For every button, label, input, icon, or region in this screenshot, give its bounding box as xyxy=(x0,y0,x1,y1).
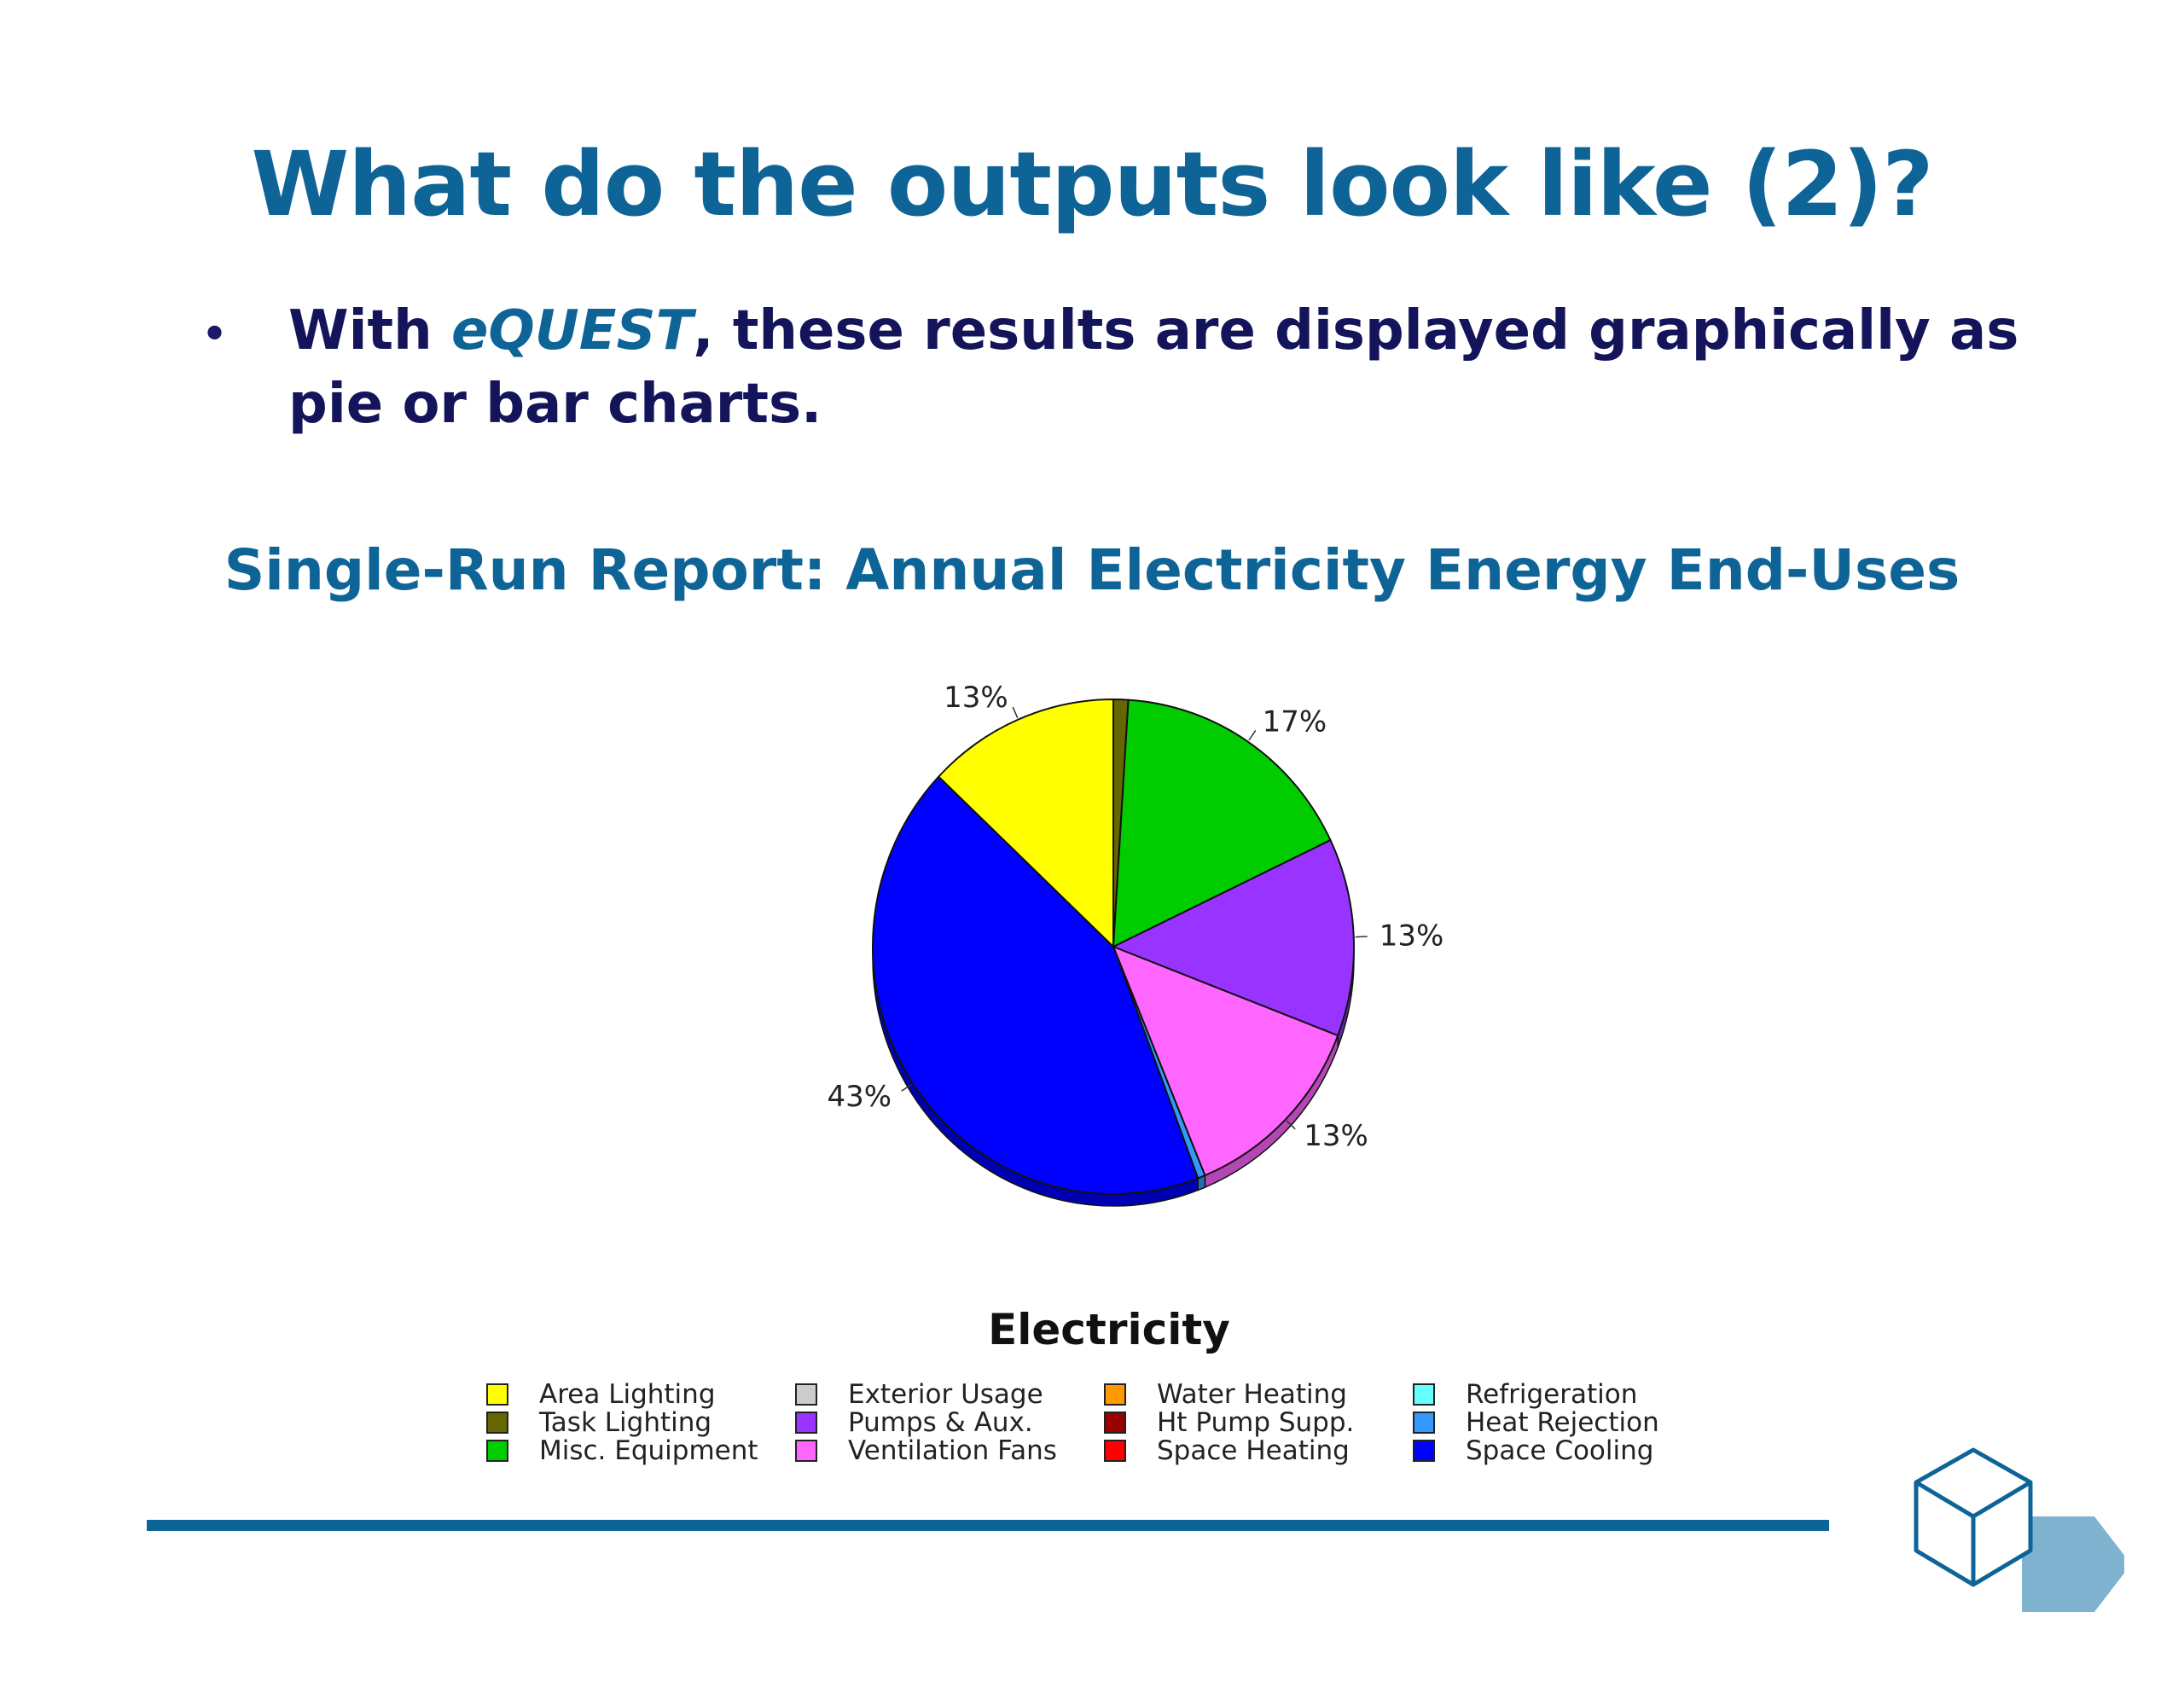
pie-labels: 17% 13% 13% 43% 13% xyxy=(827,681,1443,1153)
cube-logo-icon xyxy=(1914,1447,2124,1612)
legend-label: Ventilation Fans xyxy=(848,1435,1057,1466)
legend-swatch xyxy=(1413,1411,1435,1434)
legend-label: Refrigeration xyxy=(1466,1378,1638,1410)
legend-label: Task Lighting xyxy=(539,1406,712,1438)
legend-item: Water Heating xyxy=(1104,1378,1413,1410)
legend-swatch xyxy=(1413,1383,1435,1406)
pie-slice-misc-equipment xyxy=(1112,699,1332,948)
legend-item: Heat Rejection xyxy=(1413,1406,1722,1438)
legend-swatch xyxy=(1413,1439,1435,1462)
legend-swatch xyxy=(1104,1383,1126,1406)
legend-swatch xyxy=(486,1383,508,1406)
legend-item: Ventilation Fans xyxy=(795,1435,1104,1466)
legend-item: Ht Pump Supp. xyxy=(1104,1406,1413,1438)
pie-chart: 17% 13% 13% 43% 13% xyxy=(827,681,1443,1207)
pie-leader-2 xyxy=(1355,936,1368,938)
legend-swatch xyxy=(795,1383,817,1406)
chart-title: Single-Run Report: Annual Electricity En… xyxy=(224,537,1960,603)
pie-leader-3 xyxy=(1286,1120,1296,1130)
bullet-prefix: With xyxy=(288,299,451,362)
slide-title: What do the outputs look like (2)? xyxy=(251,132,1933,236)
pie-slice-ventilation-fans xyxy=(1112,946,1339,1177)
legend-swatch xyxy=(795,1411,817,1434)
bullet-suffix: , these results are displayed graphicall… xyxy=(288,299,2019,436)
legend-label: Area Lighting xyxy=(539,1378,716,1410)
legend-item: Exterior Usage xyxy=(795,1378,1104,1410)
pie-slices xyxy=(872,699,1355,1195)
legend-title: Electricity xyxy=(988,1305,1230,1354)
pie-data-label-3: 13% xyxy=(1304,1119,1368,1153)
pie-leader-lines xyxy=(901,706,1368,1130)
legend-swatch xyxy=(1104,1439,1126,1462)
legend-item: Misc. Equipment xyxy=(486,1435,795,1466)
legend-label: Space Heating xyxy=(1157,1435,1350,1466)
bullet-emphasis: eQUEST xyxy=(450,299,694,362)
bullet-text: With eQUEST, these results are displayed… xyxy=(288,294,2071,441)
pie-slice-area-lighting xyxy=(938,699,1114,948)
pie-slice-pumps-aux xyxy=(1112,839,1355,1037)
legend-label: Space Cooling xyxy=(1466,1435,1654,1466)
legend-label: Pumps & Aux. xyxy=(848,1406,1033,1438)
pie-data-label-2: 13% xyxy=(1380,919,1444,954)
legend-label: Misc. Equipment xyxy=(539,1435,758,1466)
legend-item: Space Cooling xyxy=(1413,1435,1722,1466)
pie-leader-6 xyxy=(1012,706,1019,719)
legend-swatch xyxy=(486,1411,508,1434)
pie-leader-5 xyxy=(901,1083,912,1092)
legend-item: Space Heating xyxy=(1104,1435,1413,1466)
legend-item: Pumps & Aux. xyxy=(795,1406,1104,1438)
legend-swatch xyxy=(795,1439,817,1462)
legend-item: Refrigeration xyxy=(1413,1378,1722,1410)
footer-divider xyxy=(147,1520,1829,1531)
pie-slice-space-cooling xyxy=(872,775,1199,1195)
legend-swatch xyxy=(1104,1411,1126,1434)
legend-label: Water Heating xyxy=(1157,1378,1347,1410)
legend-label: Exterior Usage xyxy=(848,1378,1043,1410)
legend-item: Task Lighting xyxy=(486,1406,795,1438)
chart-legend: Area Lighting Exterior Usage Water Heating… xyxy=(486,1378,1698,1466)
pie-data-label-6: 13% xyxy=(944,681,1008,715)
legend-label: Ht Pump Supp. xyxy=(1157,1406,1355,1438)
pie-data-label-1: 17% xyxy=(1263,704,1327,739)
logo-arrow-shape xyxy=(2022,1516,2124,1612)
legend-swatch xyxy=(486,1439,508,1462)
legend-item: Area Lighting xyxy=(486,1378,795,1410)
pie-data-label-5: 43% xyxy=(827,1080,892,1114)
pie-leader-1 xyxy=(1248,729,1257,741)
bullet-marker: • xyxy=(200,307,229,362)
legend-label: Heat Rejection xyxy=(1466,1406,1659,1438)
